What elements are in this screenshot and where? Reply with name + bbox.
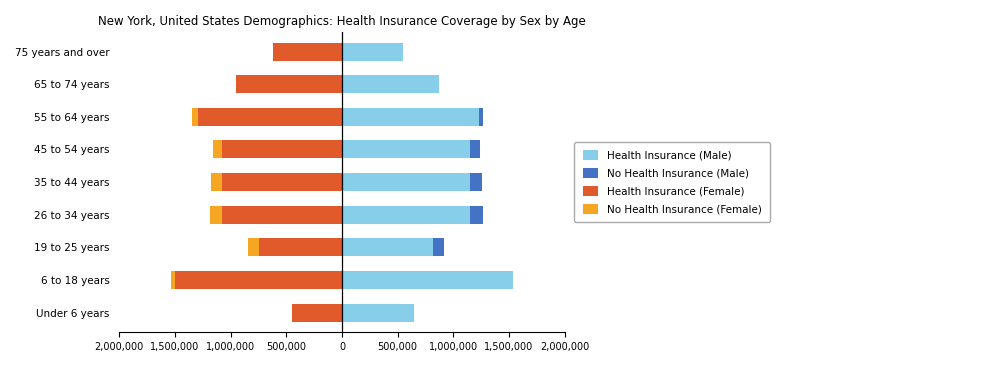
Bar <box>175 271 342 289</box>
Bar <box>342 271 513 289</box>
Bar <box>213 141 222 159</box>
Bar <box>292 304 342 321</box>
Bar <box>192 108 198 126</box>
Bar <box>342 75 439 93</box>
Bar <box>210 206 222 224</box>
Bar <box>470 206 484 224</box>
Legend: Health Insurance (Male), No Health Insurance (Male), Health Insurance (Female), : Health Insurance (Male), No Health Insur… <box>574 142 770 222</box>
Bar <box>211 173 222 191</box>
Bar <box>342 206 470 224</box>
Bar <box>470 173 483 191</box>
Bar <box>248 239 258 257</box>
Bar <box>258 239 342 257</box>
Bar <box>222 206 342 224</box>
Bar <box>198 108 342 126</box>
Bar <box>342 43 403 61</box>
Bar <box>222 173 342 191</box>
Bar <box>342 304 415 321</box>
Bar <box>342 108 479 126</box>
Bar <box>236 75 342 93</box>
Bar <box>222 141 342 159</box>
Bar <box>342 141 470 159</box>
Bar <box>273 43 342 61</box>
Bar <box>479 108 484 126</box>
Bar <box>342 173 470 191</box>
Bar <box>170 271 175 289</box>
Title: New York, United States Demographics: Health Insurance Coverage by Sex by Age: New York, United States Demographics: He… <box>98 15 586 28</box>
Bar <box>342 239 433 257</box>
Bar <box>433 239 444 257</box>
Bar <box>470 141 480 159</box>
